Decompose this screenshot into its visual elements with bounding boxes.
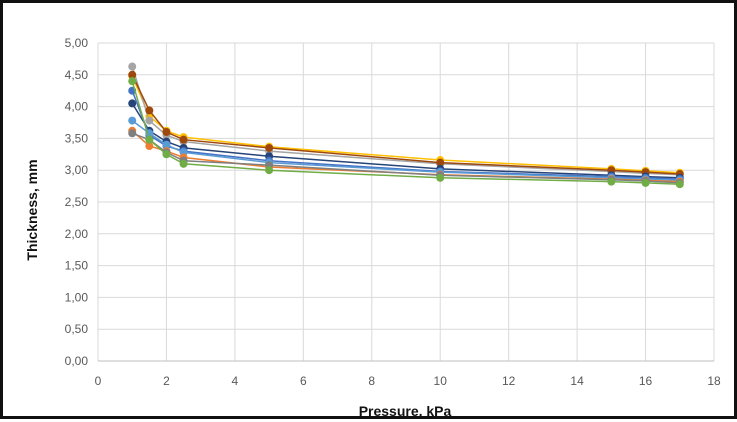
y-tick-label: 2,50	[65, 195, 89, 209]
series-group	[128, 62, 684, 189]
data-point	[145, 106, 154, 115]
data-point	[145, 116, 154, 125]
series-line	[131, 74, 680, 175]
x-tick-label: 2	[163, 374, 170, 388]
x-tick-label: 0	[95, 374, 102, 388]
data-point	[179, 159, 188, 168]
y-tick-label: 3,50	[65, 131, 89, 145]
line-chart: 0,00 0,50 1,00 1,50 2,00 2,50 3,00 3,50 4,00 4,50…	[24, 36, 721, 419]
x-tick-label: 8	[368, 374, 375, 388]
x-tick-label: 10	[434, 374, 448, 388]
gridlines	[97, 42, 715, 362]
data-point	[128, 129, 137, 138]
x-tick-label: 14	[570, 374, 584, 388]
data-point	[128, 62, 137, 71]
data-point	[607, 177, 616, 186]
data-point	[179, 135, 188, 144]
data-point	[128, 116, 137, 125]
x-tick-label: 18	[707, 374, 721, 388]
data-point	[145, 135, 154, 144]
data-point	[162, 128, 171, 137]
x-tick-label: 16	[639, 374, 653, 388]
data-point	[162, 150, 171, 159]
axes: 0,00 0,50 1,00 1,50 2,00 2,50 3,00 3,50 4,00 4,50…	[65, 36, 721, 388]
data-point	[128, 77, 137, 86]
data-point	[675, 180, 684, 189]
y-axis-title: Thickness, mm	[24, 159, 40, 260]
series-line	[131, 75, 680, 174]
y-tick-label: 2,00	[65, 227, 89, 241]
data-point	[265, 143, 274, 152]
y-tick-label: 5,00	[65, 36, 89, 50]
data-point	[145, 142, 154, 151]
series-line	[131, 66, 680, 176]
y-tick-label: 0,00	[65, 354, 89, 368]
y-tick-label: 4,00	[65, 100, 89, 114]
data-point	[436, 158, 445, 167]
x-axis-title: Pressure, kPa	[359, 403, 452, 419]
data-point	[162, 140, 171, 149]
x-tick-label: 4	[232, 374, 239, 388]
data-point	[128, 99, 137, 108]
data-point	[641, 178, 650, 187]
y-tick-label: 4,50	[65, 68, 89, 82]
y-tick-label: 0,50	[65, 322, 89, 336]
x-tick-label: 6	[300, 374, 307, 388]
x-tick-label: 12	[502, 374, 516, 388]
data-point	[436, 173, 445, 182]
y-tick-label: 1,50	[65, 259, 89, 273]
data-point	[265, 166, 274, 175]
data-point	[128, 70, 137, 79]
y-tick-label: 3,00	[65, 163, 89, 177]
y-tick-label: 1,00	[65, 290, 89, 304]
